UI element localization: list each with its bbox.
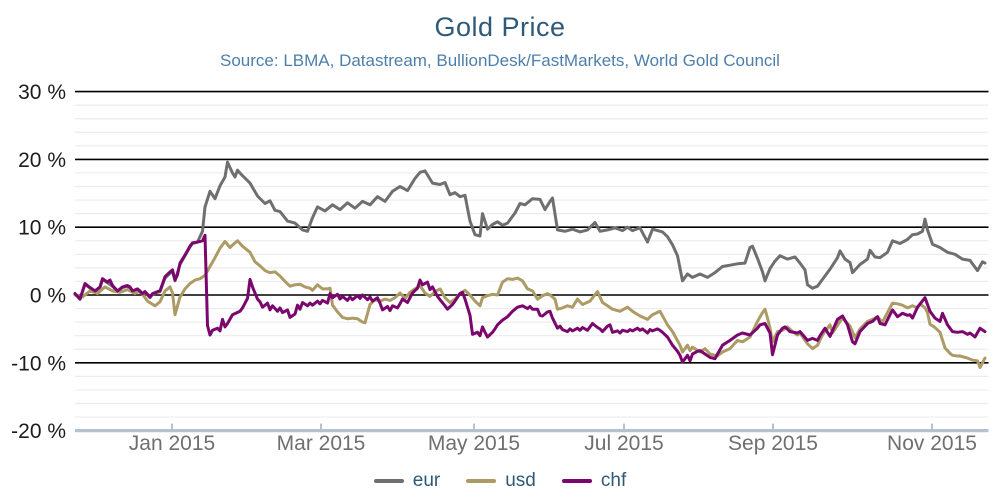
x-tick-label: Jan 2015 — [129, 432, 215, 455]
y-tick-label: -10 % — [11, 352, 66, 375]
chart-legend: eur usd chf — [0, 470, 1000, 492]
legend-label-usd: usd — [505, 470, 536, 491]
legend-item-eur: eur — [373, 470, 441, 492]
series-line-chf — [73, 233, 987, 364]
x-tick-label: May 2015 — [428, 432, 520, 455]
x-tick-label: Mar 2015 — [277, 432, 366, 455]
x-tick-label: Jul 2015 — [584, 432, 663, 455]
eur-line-swatch — [373, 479, 404, 483]
legend-label-eur: eur — [412, 470, 441, 491]
chart-subtitle: Source: LBMA, Datastream, BullionDesk/Fa… — [220, 51, 780, 70]
legend-item-usd: usd — [466, 470, 536, 492]
y-tick-label: 30 % — [18, 81, 66, 104]
usd-line-swatch — [466, 479, 497, 483]
y-tick-label: -20 % — [11, 420, 66, 443]
y-tick-label: 10 % — [18, 217, 66, 240]
legend-item-chf: chf — [561, 470, 627, 492]
y-tick-label: 20 % — [18, 149, 66, 172]
series-line-eur — [73, 160, 987, 301]
y-tick-label: 0 % — [30, 285, 66, 308]
x-tick-label: Sep 2015 — [728, 432, 818, 455]
chart-title: Gold Price — [434, 12, 566, 42]
x-tick-label: Nov 2015 — [887, 432, 977, 455]
chf-line-swatch — [561, 479, 592, 483]
legend-label-chf: chf — [600, 470, 627, 491]
